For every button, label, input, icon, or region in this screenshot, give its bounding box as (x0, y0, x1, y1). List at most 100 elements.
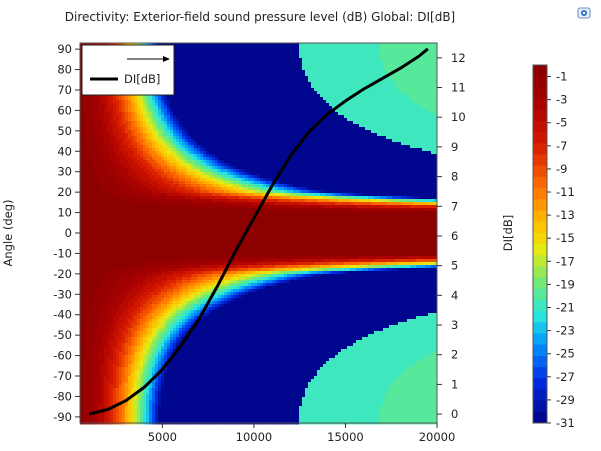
heatmap-cell (344, 130, 348, 134)
heatmap-cell (98, 142, 102, 146)
heatmap-cell (428, 133, 432, 137)
heatmap-cell (371, 79, 375, 83)
heatmap-cell (332, 163, 336, 167)
heatmap-cell (290, 49, 294, 53)
heatmap-cell (188, 166, 192, 170)
heatmap-cell (386, 115, 390, 119)
heatmap-cell (98, 103, 102, 107)
heatmap-cell (353, 136, 357, 140)
heatmap-cell (218, 79, 222, 83)
heatmap-cell (197, 73, 201, 77)
heatmap-cell (302, 52, 306, 56)
heatmap-cell (398, 88, 402, 92)
heatmap-cell (179, 163, 183, 167)
heatmap-cell (86, 157, 90, 161)
heatmap-cell (395, 88, 399, 92)
heatmap-cell (302, 163, 306, 167)
heatmap-cell (206, 133, 210, 137)
heatmap-cell (272, 112, 276, 116)
heatmap-cell (407, 157, 411, 161)
heatmap-cell (383, 97, 387, 101)
heatmap-cell (305, 115, 309, 119)
heatmap-cell (92, 145, 96, 149)
heatmap-cell (272, 130, 276, 134)
heatmap-cell (311, 85, 315, 89)
heatmap-cell (101, 130, 105, 134)
heatmap-cell (431, 43, 435, 47)
heatmap-cell (119, 154, 123, 158)
heatmap-cell (110, 94, 114, 98)
heatmap-cell (338, 55, 342, 59)
heatmap-cell (197, 160, 201, 164)
heatmap-cell (116, 163, 120, 167)
heatmap-cell (260, 148, 264, 152)
heatmap-cell (260, 160, 264, 164)
heatmap-cell (215, 79, 219, 83)
heatmap-cell (332, 55, 336, 59)
heatmap-cell (416, 121, 420, 125)
heatmap-cell (164, 127, 168, 131)
heatmap-cell (266, 118, 270, 122)
heatmap-cell (185, 46, 189, 50)
heatmap-cell (242, 58, 246, 62)
heatmap-cell (419, 157, 423, 161)
heatmap-cell (323, 82, 327, 86)
heatmap-cell (155, 139, 159, 143)
heatmap-cell (167, 127, 171, 131)
heatmap-cell (341, 70, 345, 74)
heatmap-cell (350, 151, 354, 155)
heatmap-cell (329, 55, 333, 59)
heatmap-cell (80, 148, 84, 152)
heatmap-cell (365, 166, 369, 170)
heatmap-cell (410, 157, 414, 161)
heatmap-cell (107, 163, 111, 167)
heatmap-cell (434, 43, 438, 47)
heatmap-cell (179, 154, 183, 158)
heatmap-cell (185, 112, 189, 116)
heatmap-cell (176, 43, 180, 47)
heatmap-cell (212, 148, 216, 152)
heatmap-cell (323, 133, 327, 137)
heatmap-cell (296, 139, 300, 143)
heatmap-cell (374, 163, 378, 167)
heatmap-cell (410, 109, 414, 113)
heatmap-cell (113, 163, 117, 167)
heatmap-cell (323, 67, 327, 71)
heatmap-cell (200, 94, 204, 98)
heatmap-cell (323, 112, 327, 116)
heatmap-cell (221, 136, 225, 140)
heatmap-cell (164, 142, 168, 146)
heatmap-cell (362, 43, 366, 47)
heatmap-cell (152, 127, 156, 131)
heatmap-cell (245, 43, 249, 47)
heatmap-cell (245, 85, 249, 89)
heatmap-cell (185, 166, 189, 170)
heatmap-cell (383, 127, 387, 131)
heatmap-cell (362, 82, 366, 86)
heatmap-cell (254, 46, 258, 50)
heatmap-cell (341, 163, 345, 167)
heatmap-cell (266, 61, 270, 65)
heatmap-cell (281, 133, 285, 137)
heatmap-cell (380, 124, 384, 128)
heatmap-cell (332, 157, 336, 161)
heatmap-cell (176, 97, 180, 101)
heatmap-cell (353, 46, 357, 50)
heatmap-cell (311, 55, 315, 59)
heatmap-cell (227, 94, 231, 98)
heatmap-cell (410, 49, 414, 53)
heatmap-cell (230, 145, 234, 149)
heatmap-cell (311, 142, 315, 146)
heatmap-cell (257, 91, 261, 95)
heatmap-cell (311, 163, 315, 167)
heatmap-cell (137, 139, 141, 143)
heatmap-cell (218, 160, 222, 164)
heatmap-cell (242, 124, 246, 128)
heatmap-cell (293, 124, 297, 128)
heatmap-cell (140, 151, 144, 155)
heatmap-cell (200, 142, 204, 146)
heatmap-cell (386, 97, 390, 101)
heatmap-cell (242, 151, 246, 155)
heatmap-cell (392, 157, 396, 161)
heatmap-cell (227, 163, 231, 167)
